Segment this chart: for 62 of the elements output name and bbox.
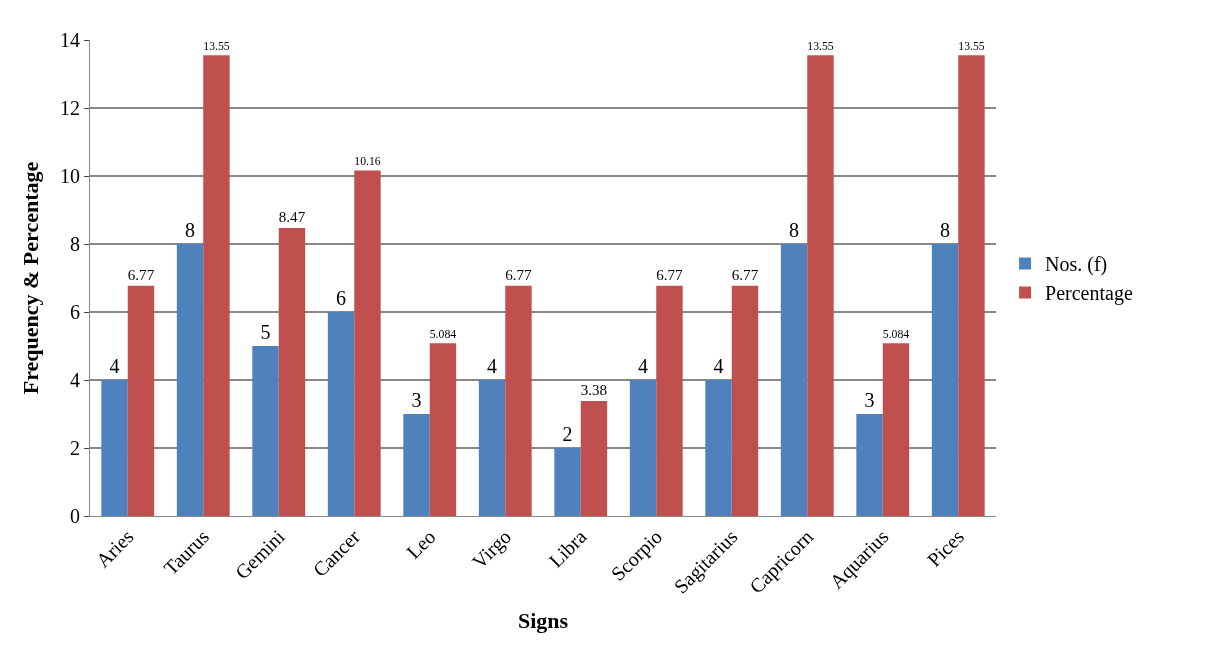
y-tick-label: 14 — [60, 29, 80, 51]
data-label: 5 — [260, 321, 271, 343]
bar — [203, 55, 230, 516]
x-tick-label: Virgo — [467, 525, 516, 574]
bar — [656, 285, 683, 516]
bar — [252, 346, 279, 516]
bar — [958, 55, 985, 516]
data-label: 6 — [336, 287, 347, 309]
bar — [554, 448, 581, 516]
bar — [731, 285, 759, 516]
bar — [505, 285, 532, 516]
data-label: 13.55 — [807, 39, 834, 53]
data-label: 4 — [638, 355, 649, 377]
data-label: 6.77 — [731, 266, 759, 283]
bar — [807, 55, 834, 516]
data-label: 6.77 — [127, 266, 155, 283]
bar — [327, 312, 355, 516]
y-tick-label: 4 — [70, 369, 80, 391]
y-axis-title: Frequency & Percentage — [17, 161, 43, 395]
bar — [429, 343, 457, 516]
bar — [176, 244, 204, 516]
data-label: 5.084 — [429, 327, 457, 341]
bar — [127, 285, 155, 516]
y-tick-label: 6 — [70, 301, 80, 323]
y-tick-label: 0 — [70, 505, 80, 527]
bar — [278, 228, 306, 516]
legend-label: Nos. (f) — [1045, 253, 1108, 277]
bar — [856, 414, 883, 516]
data-label: 3 — [864, 389, 875, 411]
bar — [101, 380, 128, 516]
bar — [403, 414, 430, 516]
data-label: 8 — [789, 219, 800, 241]
y-tick-label: 12 — [60, 97, 80, 119]
data-label: 5.084 — [882, 327, 910, 341]
bar — [780, 244, 808, 516]
bar — [882, 343, 910, 516]
bar — [580, 401, 608, 516]
y-tick-label: 8 — [70, 233, 80, 255]
bar — [354, 170, 381, 516]
data-label: 3 — [411, 389, 422, 411]
data-label: 2 — [562, 423, 573, 445]
bar — [931, 244, 959, 516]
data-label: 8 — [185, 219, 196, 241]
data-label: 8 — [940, 219, 951, 241]
data-label: 10.16 — [354, 155, 381, 169]
data-label: 13.55 — [958, 39, 985, 53]
data-label: 4 — [487, 355, 498, 377]
x-tick-label: Leo — [402, 525, 440, 563]
bar — [478, 380, 506, 516]
data-label: 8.47 — [278, 209, 306, 225]
data-label: 6.77 — [505, 266, 533, 283]
legend-label: Percentage — [1045, 282, 1133, 306]
bar — [629, 380, 657, 516]
data-label: 3.38 — [580, 382, 608, 399]
x-axis-title: Signs — [517, 608, 569, 634]
data-label: 4 — [713, 355, 724, 377]
data-label: 13.55 — [203, 39, 230, 53]
data-label: 6.77 — [656, 266, 684, 283]
y-tick-label: 2 — [70, 437, 80, 459]
data-label: 4 — [109, 355, 120, 377]
bar — [705, 380, 732, 516]
y-tick-label: 10 — [60, 165, 80, 187]
